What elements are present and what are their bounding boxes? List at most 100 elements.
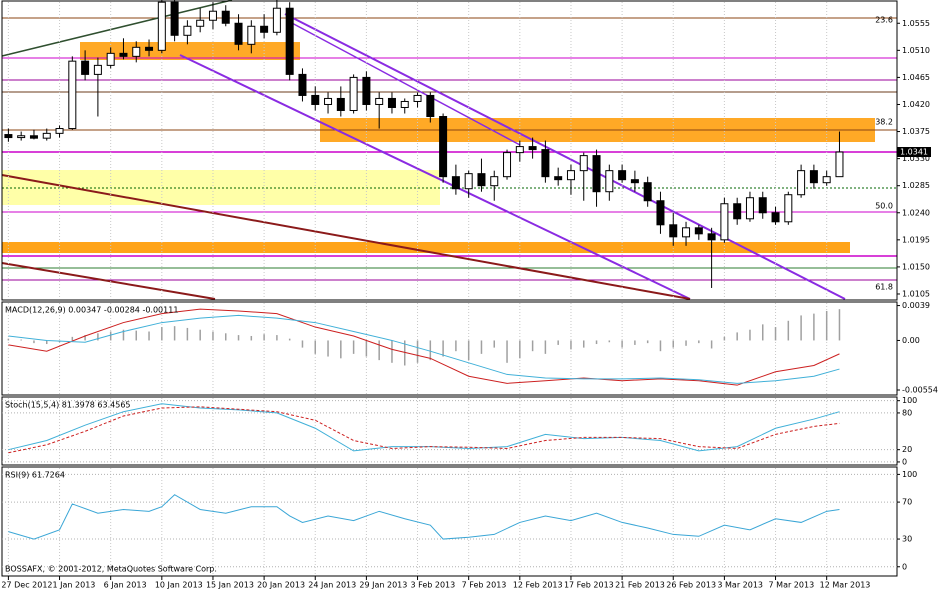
candle-body xyxy=(822,176,831,184)
y-tick-label: 1.0420 xyxy=(902,100,930,109)
x-tick-label: 20 Jan 2013 xyxy=(257,581,305,590)
histogram-bar xyxy=(544,340,547,354)
histogram-bar xyxy=(646,340,649,344)
candle-body xyxy=(272,7,281,33)
candle-body xyxy=(503,152,512,178)
candle-body xyxy=(234,22,243,45)
candle-body xyxy=(707,233,716,241)
y-tick-label: 0 xyxy=(902,457,907,466)
fib-label: 50.0 xyxy=(875,202,893,211)
candle-body xyxy=(29,135,38,139)
candle-body xyxy=(375,97,384,105)
histogram-bar xyxy=(442,340,444,357)
histogram-bar xyxy=(276,335,278,341)
candle-body xyxy=(566,170,575,181)
histogram-bar xyxy=(685,340,687,346)
histogram-bar xyxy=(301,340,304,348)
histogram-bar xyxy=(736,332,738,341)
candle-body xyxy=(733,203,742,220)
candle-body xyxy=(145,46,154,51)
histogram-bar xyxy=(84,335,86,341)
candle-body xyxy=(311,94,320,105)
candle-body xyxy=(643,182,652,202)
candle-body xyxy=(605,170,614,193)
y-tick-label: 30 xyxy=(902,535,912,544)
x-tick-label: 6 Jan 2013 xyxy=(104,581,147,590)
x-tick-label: 7 Mar 2013 xyxy=(769,581,815,590)
candle-body xyxy=(221,10,230,24)
price-annotations: 23.6 38.2 50.0 61.8 xyxy=(1,0,897,300)
candle-body xyxy=(362,76,371,105)
histogram-bar xyxy=(148,331,150,341)
histogram-bar xyxy=(557,340,559,345)
y-tick-label: 20 xyxy=(902,445,912,454)
x-tick-label: 29 Jan 2013 xyxy=(359,581,407,590)
x-tick-label: 12 Mar 2013 xyxy=(820,581,871,590)
histogram-bar xyxy=(595,340,598,345)
candle-body xyxy=(68,60,77,130)
candle-body xyxy=(119,52,128,57)
candle-body xyxy=(426,94,435,118)
y-tick-label: 1.0330 xyxy=(902,154,930,163)
histogram-bar xyxy=(97,333,99,341)
candle-body xyxy=(771,212,780,223)
histogram-bar xyxy=(33,340,35,344)
histogram-bar xyxy=(672,340,674,348)
candle-body xyxy=(618,170,627,181)
histogram-bar xyxy=(46,340,48,345)
candle-body xyxy=(196,19,205,27)
candle-body xyxy=(464,173,473,190)
y-tick-label: 1.0375 xyxy=(902,127,930,136)
candle-body xyxy=(183,25,192,36)
histogram-bar xyxy=(288,338,291,341)
last-price-label: 1.0341 xyxy=(900,148,928,157)
histogram-bar xyxy=(467,340,470,361)
histogram-bar xyxy=(404,340,406,366)
trend-line xyxy=(1,262,216,300)
watermark: BOSSAFX, © 2001-2012, MetaQuotes Softwar… xyxy=(5,565,217,574)
x-tick-label: 21 Feb 2013 xyxy=(615,581,665,590)
y-tick-label: -0.00554 xyxy=(902,385,938,394)
histogram-bar xyxy=(135,330,137,341)
histogram-bar xyxy=(429,340,432,361)
fib-label: 61.8 xyxy=(875,283,893,292)
candle-body xyxy=(93,64,102,75)
x-tick-label: 12 Feb 2013 xyxy=(513,581,563,590)
y-tick-label: 70 xyxy=(902,498,912,507)
y-tick-label: 0 xyxy=(902,562,907,571)
candle-body xyxy=(541,149,550,178)
indicator-line xyxy=(8,494,840,540)
candle-body xyxy=(515,146,524,154)
histogram-bar xyxy=(7,338,10,341)
candle-body xyxy=(720,203,729,241)
candle-body xyxy=(42,132,51,139)
fib-label: 38.2 xyxy=(875,118,893,127)
candle-body xyxy=(55,128,64,134)
candle-body xyxy=(592,155,601,193)
trend-line xyxy=(1,174,691,300)
panel-title: MACD(12,26,9) 0.00347 -0.00284 -0.00111 xyxy=(5,306,178,315)
candle-body xyxy=(797,170,806,196)
histogram-bar xyxy=(762,324,764,341)
candle-body xyxy=(81,60,90,75)
y-tick-label: 1.0105 xyxy=(902,289,930,298)
candle-body xyxy=(656,200,665,226)
x-tick-label: 17 Feb 2013 xyxy=(564,581,614,590)
histogram-bar xyxy=(531,340,534,352)
y-tick-label: 0.0039 xyxy=(902,301,930,310)
x-tick-label: 3 Feb 2013 xyxy=(411,581,456,590)
y-tick-label: 0.00 xyxy=(902,336,920,345)
histogram-bar xyxy=(506,340,508,363)
candle-body xyxy=(439,116,448,178)
x-tick-label: 7 Feb 2013 xyxy=(462,581,507,590)
candle-body xyxy=(758,197,767,214)
x-tick-label: 24 Jan 2013 xyxy=(308,581,356,590)
candle-body xyxy=(349,76,358,111)
histogram-bar xyxy=(749,329,751,341)
histogram-bar xyxy=(237,335,240,341)
channel-line xyxy=(289,21,521,146)
histogram-bar xyxy=(263,334,265,341)
x-tick-label: 27 Dec 2012 xyxy=(1,581,52,590)
histogram-bar xyxy=(800,315,802,341)
